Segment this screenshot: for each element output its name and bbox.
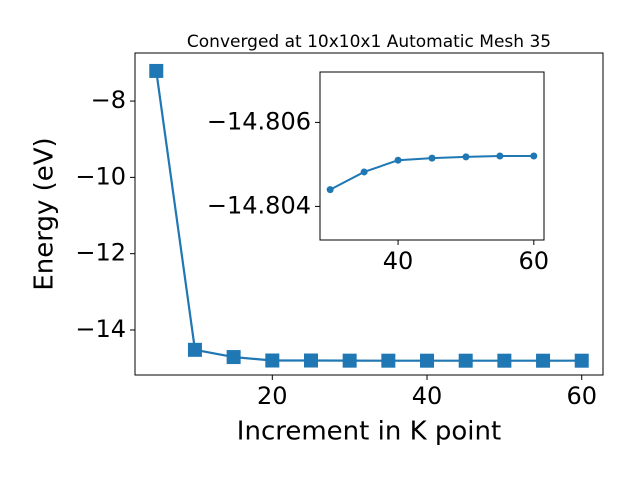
- marker: [394, 156, 402, 164]
- marker: [187, 342, 202, 357]
- y-tick-label: −14: [75, 315, 126, 343]
- marker: [530, 152, 538, 160]
- marker: [574, 353, 589, 368]
- marker: [496, 152, 504, 160]
- marker: [381, 353, 396, 368]
- marker: [265, 353, 280, 368]
- marker: [420, 353, 435, 368]
- marker: [462, 153, 470, 161]
- x-tick-label: 20: [257, 382, 288, 410]
- marker: [497, 353, 512, 368]
- y-axis-label: Energy (eV): [30, 137, 60, 290]
- x-tick-label: 40: [383, 247, 414, 275]
- marker: [428, 154, 436, 162]
- x-axis-label: Increment in K point: [237, 417, 501, 447]
- x-tick-label: 60: [566, 382, 597, 410]
- x-tick-label: 60: [519, 247, 550, 275]
- x-tick-label: 40: [412, 382, 443, 410]
- y-tick-label: −8: [91, 86, 126, 114]
- marker: [303, 353, 318, 368]
- marker: [536, 353, 551, 368]
- y-tick-label: −10: [75, 162, 126, 190]
- marker: [149, 63, 164, 78]
- y-tick-label: −14.804: [207, 191, 311, 219]
- marker: [226, 350, 241, 365]
- marker: [360, 168, 368, 176]
- marker: [458, 353, 473, 368]
- chart-title: Converged at 10x10x1 Automatic Mesh 35: [187, 32, 551, 52]
- marker: [326, 186, 334, 194]
- y-tick-label: −12: [75, 239, 126, 267]
- y-tick-label: −14.806: [207, 107, 311, 135]
- marker: [342, 353, 357, 368]
